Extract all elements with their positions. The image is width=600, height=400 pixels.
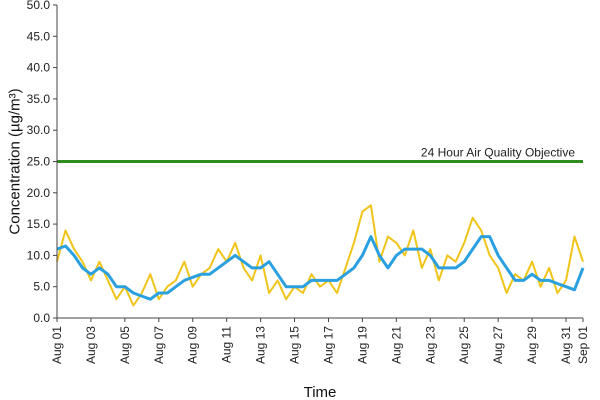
y-tick-label: 0.0 [33,311,50,325]
hourly-concentration-line [56,204,584,307]
y-tick-label: 10.0 [27,248,51,262]
y-axis-ticks: 0.0 5.0 10.0 15.0 20.0 25.0 30.0 35.0 40.0 45.0 50… [27,0,57,325]
x-tick-label: Aug 05 [118,326,132,364]
x-tick-label: Aug 13 [254,326,268,364]
x-tick-label: Aug 09 [186,326,200,364]
x-tick-label: Aug 17 [321,326,335,364]
y-tick-label: 25.0 [27,155,51,169]
rolling-average-line [56,235,585,301]
x-axis-title: Time [304,384,337,400]
x-tick-label: Aug 07 [152,326,166,364]
x-tick-label: Aug 27 [491,326,505,364]
series-group [56,204,585,307]
y-tick-label: 40.0 [27,61,51,75]
air-quality-objective-label: 24 Hour Air Quality Objective [421,146,575,160]
x-axis-ticks: Aug 01 Aug 03 Aug 05 Aug 07 Aug 09 Aug 11 Aug … [50,318,590,364]
x-tick-label: Aug 31 [559,326,573,364]
y-tick-label: 5.0 [33,280,50,294]
x-tick-label: Aug 01 [50,326,64,364]
x-tick-label: Aug 15 [288,326,302,364]
x-tick-label: Aug 11 [220,326,234,363]
x-tick-label: Sep 01 [576,326,590,364]
x-tick-label: Aug 03 [84,326,98,364]
y-tick-label: 30.0 [27,123,51,137]
x-tick-label: Aug 25 [457,326,471,364]
x-tick-label: Aug 21 [389,326,403,364]
y-tick-label: 15.0 [27,217,51,231]
x-tick-label: Aug 23 [423,326,437,364]
y-axis-title: Concentration (µg/m³) [6,88,23,234]
x-tick-label: Aug 29 [525,326,539,364]
y-tick-label: 35.0 [27,92,51,106]
x-tick-label: Aug 19 [355,326,369,364]
y-tick-label: 45.0 [27,29,51,43]
y-tick-label: 20.0 [27,186,51,200]
y-tick-label: 50.0 [27,0,51,12]
